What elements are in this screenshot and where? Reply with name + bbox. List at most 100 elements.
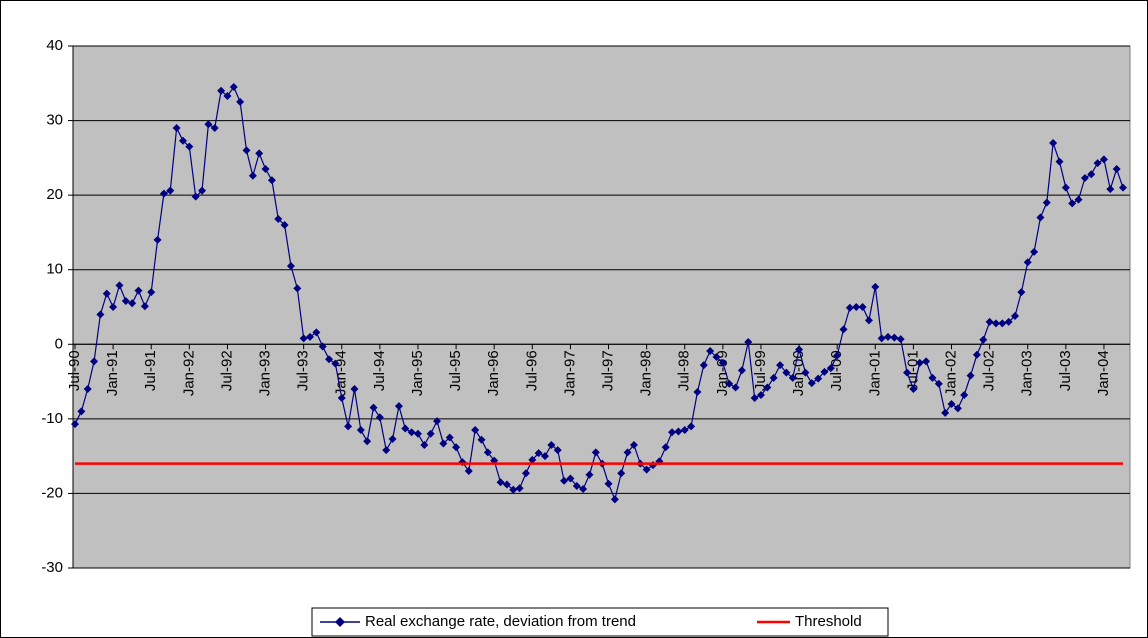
data-point — [83, 385, 92, 394]
data-point — [140, 302, 149, 311]
data-point — [871, 282, 880, 291]
data-point — [966, 371, 975, 380]
data-point — [445, 433, 454, 442]
y-tick-label: 40 — [46, 37, 63, 54]
legend-label: Threshold — [795, 613, 862, 630]
data-point — [947, 399, 956, 408]
data-point — [541, 452, 550, 461]
data-point — [248, 171, 257, 180]
data-point — [712, 352, 721, 361]
data-point — [229, 83, 238, 92]
data-point — [928, 373, 937, 382]
data-point — [776, 361, 785, 370]
data-point — [1074, 195, 1083, 204]
data-point — [896, 335, 905, 344]
data-point — [267, 176, 276, 185]
data-point — [426, 429, 435, 438]
data-point — [109, 303, 118, 311]
y-tick-label: 10 — [46, 261, 63, 278]
x-tick-label: Jul-98 — [676, 350, 693, 391]
x-tick-label: Jul-01 — [904, 350, 921, 391]
data-point — [1093, 159, 1102, 168]
data-point — [960, 390, 969, 399]
data-point — [890, 333, 899, 342]
data-point — [464, 467, 473, 476]
data-point — [312, 328, 321, 337]
data-point — [858, 303, 867, 311]
data-point — [236, 97, 245, 106]
x-tick-label: Jan-97 — [561, 350, 578, 396]
data-point — [121, 297, 130, 306]
data-point — [280, 220, 289, 229]
data-point — [1036, 213, 1045, 222]
data-point — [1017, 288, 1026, 297]
data-point — [375, 413, 384, 422]
x-tick-label: Jul-99 — [752, 350, 769, 391]
data-point — [331, 359, 340, 368]
x-tick-label: Jan-94 — [333, 350, 350, 396]
data-point — [731, 383, 740, 392]
data-point — [223, 91, 232, 100]
data-point — [344, 422, 353, 431]
data-point — [718, 358, 727, 367]
data-point — [382, 446, 391, 455]
data-point — [1049, 138, 1058, 147]
x-tick-label: Jul-00 — [828, 350, 845, 391]
data-point — [1080, 173, 1089, 182]
x-tick-label: Jul-95 — [447, 350, 464, 391]
data-point — [1087, 170, 1096, 179]
data-point — [915, 358, 924, 367]
data-point — [172, 124, 181, 133]
plot-area — [72, 45, 1131, 569]
data-point — [972, 350, 981, 359]
data-point — [102, 289, 111, 298]
data-point — [725, 379, 734, 388]
data-point — [706, 346, 715, 355]
legend-box — [311, 607, 889, 637]
data-point — [839, 325, 848, 334]
data-point — [1023, 258, 1032, 267]
data-point — [191, 192, 200, 201]
data-point — [991, 319, 1000, 328]
data-point — [769, 373, 778, 382]
data-point — [204, 120, 213, 129]
data-point — [699, 361, 708, 370]
data-point — [274, 215, 283, 224]
x-tick-label: Jan-04 — [1095, 350, 1112, 396]
y-tick-label: -20 — [41, 484, 63, 501]
data-point — [1061, 183, 1070, 192]
data-point — [363, 437, 372, 446]
data-point — [115, 281, 124, 290]
data-point — [788, 373, 797, 382]
data-point — [439, 439, 448, 448]
data-point — [985, 317, 994, 326]
data-point — [1119, 183, 1127, 192]
data-point — [178, 136, 187, 145]
data-point — [604, 479, 613, 488]
data-point — [579, 484, 588, 493]
y-tick-label: 30 — [46, 112, 63, 129]
data-point — [337, 393, 346, 402]
data-point — [687, 422, 696, 431]
data-point — [350, 385, 359, 394]
data-point — [909, 385, 918, 394]
x-tick-label: Jan-92 — [180, 350, 197, 396]
x-tick-label: Jan-95 — [409, 350, 426, 396]
data-point — [318, 342, 327, 351]
data-point — [1004, 317, 1013, 326]
x-tick-label: Jan-91 — [104, 350, 121, 396]
data-point — [401, 424, 410, 433]
data-point — [877, 334, 886, 343]
data-point — [198, 186, 207, 195]
data-point — [166, 186, 175, 195]
data-point — [483, 448, 492, 457]
data-point — [693, 388, 702, 397]
data-point — [1099, 155, 1108, 164]
data-point — [1042, 198, 1051, 207]
y-tick-label: 20 — [46, 186, 63, 203]
data-point — [394, 402, 403, 411]
data-point — [420, 440, 429, 449]
data-point — [864, 316, 873, 325]
data-point — [388, 434, 397, 443]
